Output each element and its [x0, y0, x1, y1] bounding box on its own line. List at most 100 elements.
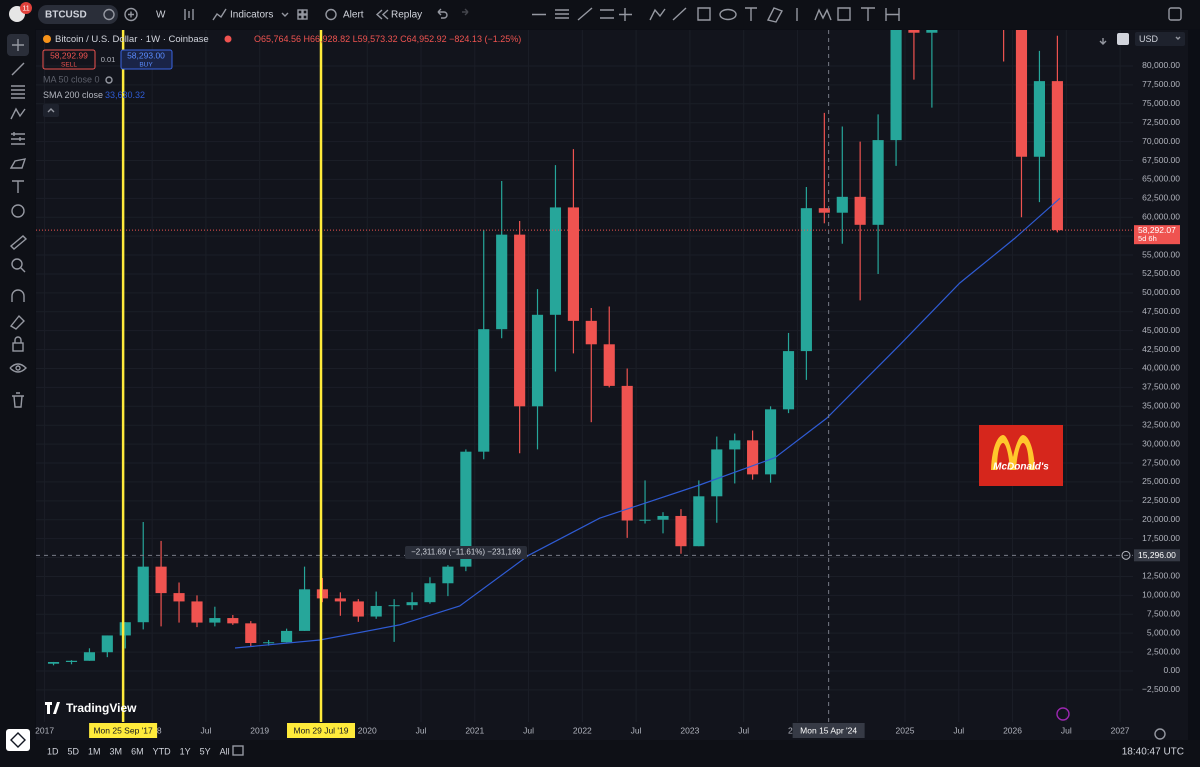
y-tick-label: 25,000.00 — [1142, 476, 1180, 486]
alert-button[interactable]: Alert — [343, 10, 364, 21]
overlay: −2,311.69 (−11.61%) −231,169 — [36, 30, 1133, 722]
candle-body — [83, 652, 96, 661]
sell-button[interactable] — [42, 49, 96, 70]
sma-line — [234, 197, 1061, 649]
timeframe-button[interactable]: 1Y — [180, 746, 191, 756]
candle-body — [585, 320, 597, 345]
y-tick-label: 62,500.00 — [1142, 193, 1180, 203]
x-tick-label: 2025 — [896, 725, 915, 735]
grid — [36, 30, 1133, 722]
clock: 18:40:47 UTC — [1122, 747, 1184, 758]
marker-date-label: Mon 29 Jul '19 — [293, 725, 348, 735]
y-tick-label: 20,000.00 — [1142, 514, 1180, 524]
tool-icons[interactable] — [9, 39, 28, 408]
currency[interactable]: USD — [1139, 34, 1159, 44]
scroll-icon — [10, 732, 26, 748]
compare-button[interactable] — [124, 7, 138, 22]
y-tick-label: 30,000.00 — [1142, 438, 1180, 448]
candle-body — [424, 583, 436, 603]
download-icon[interactable] — [1099, 38, 1107, 45]
x-tick-label: Jul — [200, 725, 211, 735]
y-tick-label: 55,000.00 — [1142, 249, 1180, 259]
y-tick-label: 27,500.00 — [1142, 457, 1180, 467]
candle-body — [603, 344, 615, 386]
y-tick-label: 37,500.00 — [1142, 382, 1180, 392]
dropdown-icon[interactable] — [281, 12, 289, 17]
redo-button[interactable] — [462, 8, 469, 16]
x-tick-label: 2023 — [680, 725, 699, 735]
x-tick-label: Jul — [1061, 725, 1072, 735]
candle-body — [155, 566, 167, 594]
timeframe-button[interactable]: 5D — [68, 746, 80, 756]
candle-body — [908, 30, 920, 33]
candle-body — [191, 601, 203, 623]
y-tick-label: 67,500.00 — [1142, 155, 1180, 165]
left-toolbar — [0, 29, 35, 767]
candle-body — [1051, 81, 1063, 231]
candle-body — [65, 660, 78, 662]
chart-type-button[interactable] — [184, 9, 194, 20]
replay-button[interactable]: Replay — [391, 10, 422, 21]
symbol-search[interactable] — [38, 5, 118, 24]
candle-body — [1015, 30, 1028, 157]
mcdonalds-sticker — [979, 425, 1063, 486]
candle-body — [1033, 81, 1046, 157]
candle-body — [352, 601, 364, 617]
crosshair-date-tag — [792, 723, 865, 738]
layout-icon[interactable] — [297, 9, 303, 15]
symbol[interactable]: BTCUSD — [45, 10, 87, 21]
spread: 0.01 — [101, 55, 116, 64]
symbol-logo — [43, 35, 51, 43]
x-tick-label: 2027 — [1111, 725, 1130, 735]
buy-label: BUY — [139, 62, 153, 69]
candle-body — [747, 440, 759, 475]
currency-dropdown — [1175, 36, 1181, 40]
candle-body — [119, 622, 131, 636]
candle-body — [567, 207, 579, 321]
timeframe-button[interactable]: 1D — [47, 746, 59, 756]
buy-button[interactable] — [120, 49, 173, 70]
layout-icon — [302, 9, 308, 15]
y-tick-label: 17,500.00 — [1142, 533, 1180, 543]
x-tick-label: Jul — [631, 725, 642, 735]
candle-body — [245, 623, 257, 644]
candle-body — [782, 351, 795, 410]
y-tick-label: 2,500.00 — [1147, 646, 1180, 656]
timeframe-button[interactable]: All — [220, 746, 230, 756]
x-tick-label: 2017 — [35, 725, 54, 735]
notification-badge — [20, 2, 32, 14]
y-tick-label: 32,500.00 — [1142, 419, 1180, 429]
timeframe-button[interactable]: YTD — [153, 746, 172, 756]
interval[interactable]: W — [156, 10, 166, 21]
visibility-toggle[interactable] — [105, 76, 113, 84]
plot-area — [47, 30, 1063, 666]
settings-button[interactable] — [1154, 728, 1166, 740]
y-tick-label: 45,000.00 — [1142, 325, 1180, 335]
candle-body — [263, 642, 275, 644]
last-price-tag — [1134, 225, 1180, 245]
timeframe-button[interactable]: 1M — [88, 746, 101, 756]
timeframe-button[interactable]: 3M — [110, 746, 123, 756]
indicators-button[interactable]: Indicators — [230, 10, 273, 21]
y-tick-label: 7,500.00 — [1147, 609, 1180, 619]
date-range-button[interactable] — [232, 745, 244, 756]
sma-legend-value: 33,630.32 — [105, 90, 145, 100]
collapse-legend[interactable] — [43, 104, 59, 117]
candle-body — [621, 385, 633, 521]
replay-marker[interactable] — [1056, 707, 1070, 721]
timeframe-button[interactable]: 6M — [131, 746, 144, 756]
x-tick-label: 2022 — [573, 725, 592, 735]
fullscreen-button[interactable] — [1168, 7, 1182, 21]
scroll-button[interactable] — [6, 729, 30, 751]
crosshair-add-button[interactable] — [1121, 550, 1131, 560]
candle-body — [388, 605, 400, 607]
undo-button[interactable] — [437, 8, 448, 19]
sell-price: 58,292.99 — [50, 50, 88, 60]
currency-select[interactable] — [1135, 32, 1185, 46]
timeframe-button[interactable]: 5Y — [200, 746, 211, 756]
candle-body — [711, 449, 723, 497]
candle-body — [818, 208, 830, 213]
y-tick-label: 75,000.00 — [1142, 98, 1180, 108]
auto-scale-button[interactable] — [1117, 33, 1129, 45]
